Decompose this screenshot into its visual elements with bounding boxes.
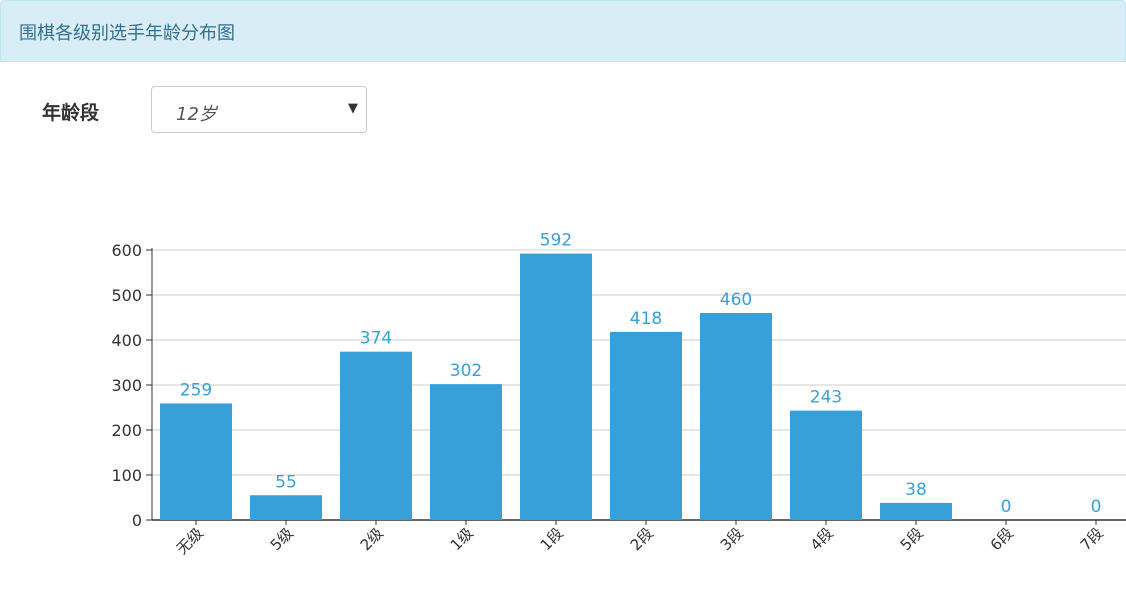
bar-1 [250, 495, 322, 520]
bar-8 [880, 502, 952, 520]
x-tick-label: 1级 [447, 524, 477, 554]
data-label: 38 [905, 480, 927, 500]
y-tick-label: 100 [111, 466, 142, 485]
caret-down-icon: ▼ [348, 101, 358, 116]
x-tick-label: 6段 [987, 524, 1017, 554]
x-tick-label: 无级 [173, 524, 207, 558]
data-label: 374 [360, 329, 392, 349]
bar-4 [520, 253, 592, 520]
bar-0 [160, 403, 232, 520]
x-tick-label: 3段 [717, 524, 747, 554]
bar-chart: 0 100 200 300 400 500 600 259 无级 55 5级 374 2级 302 1级 59… [111, 231, 1126, 558]
y-tick-label: 600 [111, 241, 142, 260]
data-label: 243 [810, 388, 842, 408]
x-tick-label: 7段 [1077, 524, 1107, 554]
age-group-select[interactable]: 12岁 ▼ [151, 86, 367, 133]
data-label: 0 [1001, 497, 1012, 517]
bar-7 [790, 410, 862, 520]
x-tick-label: 2段 [627, 524, 657, 554]
x-tick-label: 5段 [897, 524, 927, 554]
y-tick-label: 400 [111, 331, 142, 350]
y-tick-label: 500 [111, 286, 142, 305]
bar-2 [340, 351, 412, 520]
bar-6 [700, 313, 772, 520]
y-tick-label: 0 [132, 511, 142, 530]
data-label: 418 [630, 309, 662, 329]
age-group-selected-value: 12岁 [176, 104, 217, 125]
data-label: 0 [1091, 497, 1102, 517]
x-tick-label: 4段 [807, 524, 837, 554]
x-tick-label: 2级 [357, 524, 387, 554]
y-tick-label: 300 [111, 376, 142, 395]
data-label: 55 [275, 472, 297, 492]
page-title: 围棋各级别选手年龄分布图 [19, 23, 235, 44]
data-label: 259 [180, 380, 212, 400]
y-tick-label: 200 [111, 421, 142, 440]
bar-5 [610, 331, 682, 520]
data-label: 592 [540, 231, 572, 251]
bar-3 [430, 384, 502, 520]
panel-header: 围棋各级别选手年龄分布图 [0, 0, 1126, 62]
age-group-label: 年龄段 [42, 102, 100, 124]
data-label: 302 [450, 361, 482, 381]
data-label: 460 [720, 290, 752, 310]
x-tick-label: 1段 [537, 524, 567, 554]
x-tick-label: 5级 [267, 524, 297, 554]
